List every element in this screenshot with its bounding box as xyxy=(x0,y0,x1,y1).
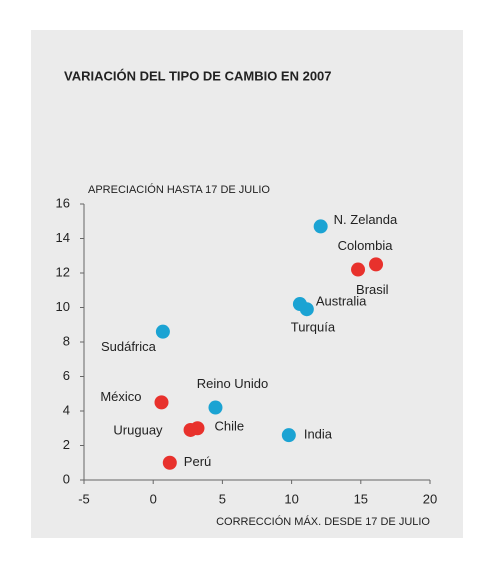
x-tick-label: 15 xyxy=(354,491,368,506)
y-tick-label: 10 xyxy=(56,299,70,314)
point-label: Perú xyxy=(184,454,211,469)
y-tick-label: 6 xyxy=(63,368,70,383)
point xyxy=(154,395,169,410)
point-label: N. Zelanda xyxy=(334,212,398,227)
x-tick-label: -5 xyxy=(78,491,90,506)
point-label: Sudáfrica xyxy=(101,339,157,354)
point xyxy=(292,297,307,312)
y-tick-label: 0 xyxy=(63,471,70,486)
point xyxy=(208,400,223,415)
point xyxy=(351,262,366,277)
point-label: India xyxy=(304,427,333,442)
point xyxy=(369,257,384,272)
y-tick-label: 14 xyxy=(56,230,70,245)
point-label: México xyxy=(100,389,141,404)
y-tick-label: 16 xyxy=(56,195,70,210)
point-label: Chile xyxy=(214,419,244,434)
point xyxy=(183,422,198,437)
point-label: Australia xyxy=(316,294,367,309)
panel xyxy=(31,30,463,538)
y-tick-label: 12 xyxy=(56,264,70,279)
x-axis-label: CORRECCIÓN MÁX. DESDE 17 DE JULIO xyxy=(216,515,430,528)
point xyxy=(155,324,170,339)
y-tick-label: 8 xyxy=(63,333,70,348)
y-axis-label: APRECIACIÓN HASTA 17 DE JULIO xyxy=(88,183,270,196)
point-label: Brasil xyxy=(356,282,389,297)
point-label: Reino Unido xyxy=(197,376,269,391)
point-label: Turquía xyxy=(291,319,336,334)
y-tick-label: 2 xyxy=(63,437,70,452)
point xyxy=(162,455,177,470)
point-label: Uruguay xyxy=(113,422,163,437)
x-tick-label: 20 xyxy=(423,491,437,506)
point-label: Colombia xyxy=(338,238,394,253)
chart-title: VARIACIÓN DEL TIPO DE CAMBIO EN 2007 xyxy=(64,68,332,83)
x-tick-label: 0 xyxy=(150,491,157,506)
point xyxy=(313,219,328,234)
point xyxy=(281,428,296,443)
x-tick-label: 10 xyxy=(284,491,298,506)
x-tick-label: 5 xyxy=(219,491,226,506)
y-tick-label: 4 xyxy=(63,402,70,417)
